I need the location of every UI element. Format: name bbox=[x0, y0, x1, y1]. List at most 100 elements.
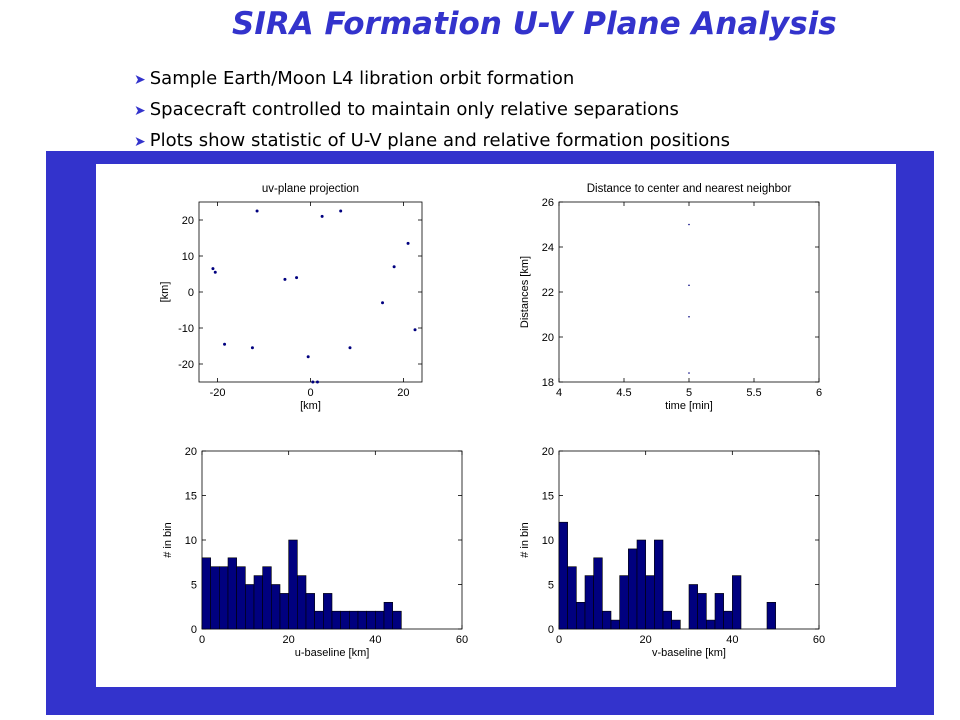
arrowhead-bullet-icon: ➤ bbox=[134, 72, 146, 88]
x-tick-label: 60 bbox=[456, 634, 468, 646]
histogram-bar bbox=[349, 610, 359, 630]
data-point bbox=[283, 277, 287, 281]
x-tick-label: 0 bbox=[199, 634, 205, 646]
figure-svg: -20 0 20 -20 -10 0 10 20 uv-plane projection [km]… bbox=[159, 183, 825, 659]
y-axis-label: [km] bbox=[159, 282, 171, 303]
histogram-bar bbox=[584, 575, 594, 630]
x-tick-label: 20 bbox=[640, 634, 652, 646]
y-axis-label: # in bin bbox=[162, 522, 174, 557]
bullet-item: ➤ Plots show statistic of U-V plane and r… bbox=[134, 126, 730, 157]
arrowhead-bullet-icon: ➤ bbox=[134, 103, 146, 119]
x-tick-label: 5.5 bbox=[746, 387, 761, 399]
histogram-bar bbox=[375, 610, 385, 630]
chart-title: Distance to center and nearest neighbor bbox=[587, 183, 792, 195]
y-axis-label: # in bin bbox=[519, 522, 531, 557]
data-point bbox=[688, 315, 690, 318]
x-tick-label: 4 bbox=[556, 387, 562, 399]
x-tick-label: -20 bbox=[210, 387, 226, 399]
data-point bbox=[255, 209, 259, 213]
histogram-bar bbox=[610, 619, 620, 630]
slide-title: SIRA Formation U-V Plane Analysis bbox=[232, 6, 837, 42]
data-point bbox=[688, 223, 690, 226]
y-tick-label: 20 bbox=[185, 446, 197, 458]
histogram-bar bbox=[697, 593, 707, 630]
histogram-bar bbox=[245, 584, 255, 630]
x-tick-label: 60 bbox=[813, 634, 825, 646]
histogram-bar bbox=[288, 539, 298, 630]
x-tick-label: 20 bbox=[283, 634, 295, 646]
data-point bbox=[223, 342, 227, 346]
data-point bbox=[213, 270, 217, 274]
histogram-bar bbox=[236, 566, 246, 630]
histogram-bar bbox=[271, 584, 281, 630]
x-axis-label: time [min] bbox=[665, 400, 713, 412]
y-tick-label: 22 bbox=[542, 287, 554, 299]
y-tick-label: 20 bbox=[542, 332, 554, 344]
arrowhead-bullet-icon: ➤ bbox=[134, 134, 146, 150]
bullet-list: ➤ Sample Earth/Moon L4 libration orbit fo… bbox=[134, 64, 730, 157]
histogram-bar bbox=[576, 601, 586, 630]
histogram-bar bbox=[227, 557, 237, 630]
histogram-bar bbox=[593, 557, 603, 630]
data-point bbox=[295, 276, 299, 280]
histogram-bar bbox=[619, 575, 629, 630]
histogram-bar bbox=[366, 610, 376, 630]
histogram-bar bbox=[636, 539, 646, 630]
histogram-bar bbox=[357, 610, 367, 630]
data-point bbox=[339, 209, 343, 213]
histogram-bar bbox=[201, 557, 211, 630]
histogram-bar bbox=[392, 610, 402, 630]
histogram-bar bbox=[219, 566, 229, 630]
histogram-bar bbox=[714, 593, 724, 630]
bullet-text: Spacecraft controlled to maintain only r… bbox=[149, 99, 679, 120]
histogram-bar bbox=[645, 575, 655, 630]
data-point bbox=[311, 380, 315, 384]
x-tick-label: 0 bbox=[307, 387, 313, 399]
data-point bbox=[348, 346, 352, 350]
data-point bbox=[406, 241, 410, 245]
x-axis-label: u-baseline [km] bbox=[295, 647, 370, 659]
y-tick-label: 15 bbox=[185, 491, 197, 503]
histogram-bar bbox=[706, 619, 716, 630]
histogram-bar bbox=[602, 610, 612, 630]
y-tick-label: 18 bbox=[542, 377, 554, 389]
y-tick-label: -10 bbox=[178, 323, 194, 335]
histogram-bar bbox=[766, 601, 776, 630]
histogram-bar bbox=[567, 566, 577, 630]
data-point bbox=[688, 372, 690, 374]
x-axis-label: v-baseline [km] bbox=[652, 647, 726, 659]
histogram-bar bbox=[253, 575, 263, 630]
x-tick-label: 0 bbox=[556, 634, 562, 646]
histogram-bar bbox=[314, 610, 324, 630]
data-point bbox=[413, 328, 417, 332]
x-tick-label: 5 bbox=[686, 387, 692, 399]
x-tick-label: 20 bbox=[397, 387, 409, 399]
data-point bbox=[320, 214, 324, 218]
bullet-text: Plots show statistic of U-V plane and re… bbox=[149, 130, 731, 151]
y-tick-label: -20 bbox=[178, 359, 194, 371]
data-point bbox=[392, 265, 396, 269]
data-point bbox=[250, 346, 254, 350]
chart-title: uv-plane projection bbox=[262, 183, 359, 195]
x-tick-label: 40 bbox=[726, 634, 738, 646]
histogram-bar bbox=[654, 539, 664, 630]
x-tick-label: 4.5 bbox=[616, 387, 631, 399]
histogram-bar bbox=[732, 575, 742, 630]
histogram-bar bbox=[558, 521, 568, 630]
histogram-bar bbox=[383, 601, 393, 630]
data-point bbox=[381, 301, 385, 305]
bullet-item: ➤ Spacecraft controlled to maintain only … bbox=[134, 95, 730, 126]
bullet-text: Sample Earth/Moon L4 libration orbit for… bbox=[149, 68, 575, 89]
data-point bbox=[306, 355, 310, 359]
y-axis-label: Distances [km] bbox=[519, 256, 531, 328]
histogram-bar bbox=[297, 575, 307, 630]
bullet-item: ➤ Sample Earth/Moon L4 libration orbit fo… bbox=[134, 64, 730, 95]
x-tick-label: 40 bbox=[369, 634, 381, 646]
data-point bbox=[688, 284, 690, 287]
histogram-bar bbox=[671, 619, 681, 630]
y-tick-label: 5 bbox=[191, 580, 197, 592]
y-tick-label: 20 bbox=[182, 215, 194, 227]
y-tick-label: 15 bbox=[542, 491, 554, 503]
y-tick-label: 24 bbox=[542, 242, 554, 254]
histogram-bar bbox=[723, 610, 733, 630]
